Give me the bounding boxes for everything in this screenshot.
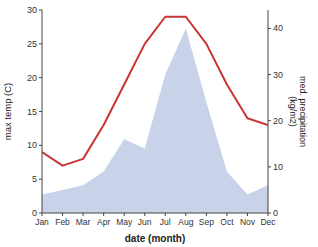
x-tick [62, 213, 63, 216]
y2-tick-label: 20 [273, 116, 283, 126]
y2-tick-label: 40 [273, 23, 283, 33]
temperature-line [42, 17, 268, 166]
x-tick-label: Dec [260, 217, 276, 227]
y2-tick-label: 10 [273, 162, 283, 172]
y2-tick [268, 120, 271, 121]
y-tick [39, 43, 42, 44]
x-tick-label: May [116, 217, 133, 227]
y2-tick [268, 74, 271, 75]
y-tick-label: 20 [27, 73, 37, 83]
x-tick [165, 213, 166, 216]
y-axis-label: max temp (C) [2, 83, 13, 141]
y2-axis-label-line: (kg/m2) [288, 96, 298, 127]
x-tick-label: Nov [240, 217, 256, 227]
y2-axis-line [268, 10, 269, 213]
x-axis-label: date (month) [125, 233, 186, 244]
x-tick [226, 213, 227, 216]
x-tick-label: Jan [35, 217, 49, 227]
y2-axis-label-line: med. precipitation [298, 76, 308, 147]
precipitation-area [42, 28, 268, 213]
y-tick-label: 25 [27, 39, 37, 49]
chart: 051015202530max temp (C)010203040med. pr… [0, 0, 318, 247]
x-tick [83, 213, 84, 216]
y-tick-label: 5 [32, 174, 37, 184]
x-tick [247, 213, 248, 216]
x-tick-label: Mar [76, 217, 91, 227]
y2-tick-label: 30 [273, 70, 283, 80]
y-tick-label: 10 [27, 140, 37, 150]
x-tick-label: Jul [160, 217, 171, 227]
x-axis-line [42, 213, 268, 214]
x-tick-label: Sep [199, 217, 214, 227]
x-tick-label: Aug [178, 217, 193, 227]
y-tick-label: 15 [27, 107, 37, 117]
x-tick [185, 213, 186, 216]
y2-tick [268, 166, 271, 167]
x-tick [206, 213, 207, 216]
x-tick [42, 213, 43, 216]
x-tick-label: Jun [138, 217, 152, 227]
plot-area [42, 17, 268, 213]
x-tick [144, 213, 145, 216]
y2-tick [268, 28, 271, 29]
x-tick-label: Oct [220, 217, 234, 227]
x-tick-label: Apr [97, 217, 110, 227]
y-tick [39, 111, 42, 112]
y-tick [39, 179, 42, 180]
y-tick-label: 30 [27, 5, 37, 15]
x-tick [103, 213, 104, 216]
y-tick [39, 145, 42, 146]
x-tick [124, 213, 125, 216]
y2-axis-label: med. precipitation(kg/m2) [288, 76, 308, 147]
x-tick-label: Feb [55, 217, 70, 227]
y-tick [39, 77, 42, 78]
y-tick [39, 10, 42, 11]
x-tick [268, 213, 269, 216]
